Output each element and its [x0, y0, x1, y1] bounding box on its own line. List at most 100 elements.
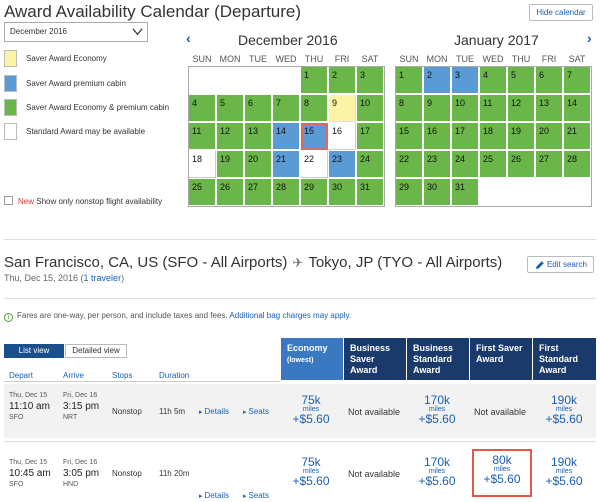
calendar-day[interactable]: 5 [508, 67, 535, 94]
fare-first-standard[interactable]: 190k miles +$5.60 [534, 456, 594, 487]
calendar-day[interactable]: 8 [301, 95, 328, 122]
calendar-day[interactable]: 20 [536, 123, 563, 150]
calendar-day[interactable]: 16 [424, 123, 451, 150]
calendar-day[interactable]: 30 [424, 179, 451, 206]
column-header-first-standard[interactable]: First Standard Award [533, 338, 596, 380]
calendar-day[interactable]: 26 [508, 151, 535, 178]
calendar-day[interactable]: 20 [245, 151, 272, 178]
nonstop-filter[interactable]: New Show only nonstop flight availabilit… [4, 196, 162, 207]
calendar-day[interactable]: 29 [301, 179, 328, 206]
seats-link[interactable]: ▸ Seats [243, 491, 269, 500]
details-link[interactable]: ▸ Details [199, 407, 229, 416]
edit-search-button[interactable]: Edit search [527, 256, 594, 273]
fare-economy[interactable]: 75k miles +$5.60 [281, 394, 341, 425]
calendar-day[interactable]: 23 [329, 151, 356, 178]
fare-business-standard[interactable]: 170k miles +$5.60 [407, 456, 467, 487]
calendar-day[interactable]: 31 [452, 179, 479, 206]
calendar-day[interactable]: 12 [217, 123, 244, 150]
calendar-day[interactable]: 2 [329, 67, 356, 94]
bag-charges-link[interactable]: Additional bag charges may apply. [229, 311, 352, 320]
calendar-day[interactable]: 21 [273, 151, 300, 178]
calendar-day[interactable]: 2 [424, 67, 451, 94]
calendar-day[interactable]: 4 [189, 95, 216, 122]
calendar-day[interactable]: 25 [480, 151, 507, 178]
calendar-day[interactable]: 30 [329, 179, 356, 206]
calendar-day[interactable]: 19 [217, 151, 244, 178]
calendar-day[interactable]: 25 [189, 179, 216, 206]
weekday-label: WED [482, 54, 504, 64]
travelers-link[interactable]: 1 traveler [83, 273, 122, 283]
calendar-day[interactable]: 9 [329, 95, 356, 122]
calendar-day[interactable]: 31 [357, 179, 384, 206]
column-header-business-standard[interactable]: Business Standard Award [407, 338, 469, 380]
calendar-day[interactable]: 3 [357, 67, 384, 94]
calendar-day[interactable]: 7 [273, 95, 300, 122]
calendar-day[interactable]: 14 [564, 95, 591, 122]
col-head-line: Economy [287, 343, 328, 353]
col-head-line: Standard [539, 354, 579, 364]
fare-business-standard[interactable]: 170k miles +$5.60 [407, 394, 467, 425]
month-select[interactable]: December 2016 [4, 22, 148, 42]
calendar-day[interactable]: 28 [273, 179, 300, 206]
calendar-day[interactable]: 10 [452, 95, 479, 122]
calendar-day[interactable]: 1 [396, 67, 423, 94]
column-header-business-saver[interactable]: Business Saver Award [344, 338, 406, 380]
calendar-day[interactable]: 19 [508, 123, 535, 150]
calendar-day[interactable]: 15 [301, 123, 328, 150]
details-link[interactable]: ▸ Details [199, 491, 229, 500]
calendar-day[interactable]: 3 [452, 67, 479, 94]
info-icon: i [4, 313, 13, 322]
calendar-day[interactable]: 28 [564, 151, 591, 178]
calendar-day[interactable]: 17 [357, 123, 384, 150]
col-head-line: Saver [350, 354, 375, 364]
route-origin: San Francisco, CA, US (SFO - All Airport… [4, 254, 288, 271]
calendar-day[interactable]: 27 [245, 179, 272, 206]
arrive-airport: NRT [63, 414, 78, 421]
tab-detailed-view[interactable]: Detailed view [65, 344, 127, 358]
arrive-date: Fri, Dec 16 [63, 459, 98, 466]
calendar-day[interactable]: 6 [536, 67, 563, 94]
calendar-day[interactable]: 18 [480, 123, 507, 150]
calendar-day[interactable]: 6 [245, 95, 272, 122]
calendar-day[interactable]: 8 [396, 95, 423, 122]
calendar-day[interactable]: 18 [189, 151, 216, 178]
calendar-day[interactable]: 16 [329, 123, 356, 150]
calendar-day[interactable]: 5 [217, 95, 244, 122]
calendar-day[interactable]: 22 [396, 151, 423, 178]
prev-month-arrow[interactable]: ‹ [186, 30, 191, 46]
fare-first-standard[interactable]: 190k miles +$5.60 [534, 394, 594, 425]
calendar-day[interactable]: 4 [480, 67, 507, 94]
calendar-day[interactable]: 22 [301, 151, 328, 178]
calendar-day[interactable]: 24 [357, 151, 384, 178]
calendar-day[interactable]: 26 [217, 179, 244, 206]
calendar-day[interactable]: 13 [536, 95, 563, 122]
section-divider [4, 298, 596, 299]
calendar-day[interactable]: 13 [245, 123, 272, 150]
col-head-line: Business [350, 343, 391, 353]
tab-list-view[interactable]: List view [4, 344, 64, 358]
calendar-day[interactable]: 12 [508, 95, 535, 122]
calendar-day[interactable]: 14 [273, 123, 300, 150]
column-header-duration: Duration [159, 371, 190, 380]
calendar-day[interactable]: 23 [424, 151, 451, 178]
fare-economy[interactable]: 75k miles +$5.60 [281, 456, 341, 487]
column-header-economy[interactable]: Economy (lowest) [281, 338, 343, 380]
calendar-day[interactable]: 11 [189, 123, 216, 150]
calendar-day[interactable]: 9 [424, 95, 451, 122]
calendar-day[interactable]: 1 [301, 67, 328, 94]
nonstop-checkbox[interactable] [4, 196, 13, 205]
fare-first-saver-highlighted[interactable]: 80k miles +$5.60 [472, 449, 532, 497]
next-month-arrow[interactable]: › [587, 30, 592, 46]
calendar-day[interactable]: 11 [480, 95, 507, 122]
column-header-first-saver[interactable]: First Saver Award [470, 338, 532, 380]
calendar-day[interactable]: 27 [536, 151, 563, 178]
calendar-day[interactable]: 17 [452, 123, 479, 150]
calendar-day[interactable]: 24 [452, 151, 479, 178]
calendar-day[interactable]: 7 [564, 67, 591, 94]
seats-link[interactable]: ▸ Seats [243, 407, 269, 416]
calendar-day[interactable]: 29 [396, 179, 423, 206]
calendar-day[interactable]: 15 [396, 123, 423, 150]
calendar-day[interactable]: 10 [357, 95, 384, 122]
hide-calendar-button[interactable]: Hide calendar [529, 4, 593, 21]
calendar-day[interactable]: 21 [564, 123, 591, 150]
